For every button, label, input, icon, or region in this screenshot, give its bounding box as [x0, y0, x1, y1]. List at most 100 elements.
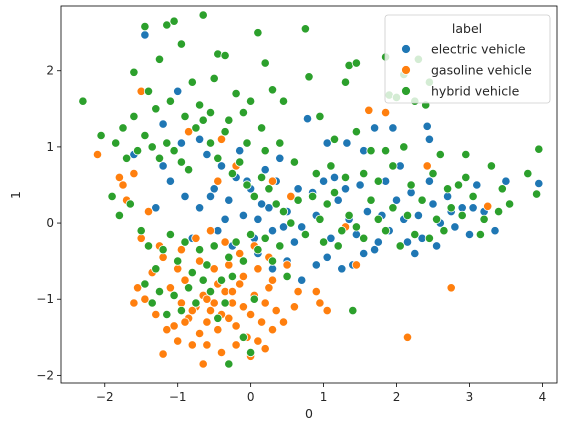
hybrid-vehicle-point [380, 146, 391, 156]
electric-vehicle-point [158, 161, 168, 171]
gasoline-vehicle-point [246, 309, 256, 320]
hybrid-vehicle-point [231, 237, 241, 247]
hybrid-vehicle-point [318, 237, 329, 247]
electric-vehicle-point [490, 226, 500, 236]
hybrid-vehicle-point [140, 130, 150, 141]
hybrid-vehicle-point [143, 86, 154, 96]
electric-vehicle-point [322, 252, 332, 262]
electric-vehicle-point [253, 214, 263, 224]
hybrid-vehicle-point [246, 96, 256, 106]
hybrid-vehicle-point [209, 241, 219, 251]
hybrid-vehicle-point [337, 226, 347, 236]
hybrid-vehicle-point [133, 146, 143, 156]
hybrid-vehicle-point [125, 199, 135, 209]
gasoline-vehicle-point [195, 256, 205, 266]
hybrid-vehicle-point [118, 123, 128, 133]
hybrid-vehicle-point [300, 24, 310, 34]
hybrid-vehicle-point [282, 271, 292, 281]
hybrid-vehicle-point [431, 214, 442, 224]
gasoline-vehicle-point [256, 317, 267, 327]
gasoline-vehicle-point [224, 313, 234, 323]
hybrid-vehicle-point [205, 138, 216, 148]
gasoline-vehicle-point [282, 260, 292, 270]
x-axis-ticks: −2 −1 0 1 2 3 4 [96, 383, 546, 404]
hybrid-vehicle-point [176, 39, 186, 49]
hybrid-vehicle-point [96, 130, 106, 141]
gasoline-vehicle-point [187, 305, 197, 316]
hybrid-vehicle-point [198, 115, 208, 125]
hybrid-vehicle-point [162, 20, 172, 30]
hybrid-vehicle-point [165, 229, 175, 240]
hybrid-vehicle-point [154, 54, 165, 64]
gasoline-vehicle-point [231, 321, 241, 331]
electric-vehicle-point [326, 233, 336, 243]
electric-vehicle-point [224, 195, 234, 205]
hybrid-vehicle-point [304, 72, 314, 82]
gasoline-vehicle-point [271, 305, 281, 316]
electric-vehicle-point [410, 248, 420, 259]
electric-vehicle-point [413, 210, 423, 220]
hybrid-vehicle-point [275, 138, 285, 148]
hybrid-vehicle-point [388, 203, 398, 213]
x-tick-label: 4 [539, 390, 547, 404]
gasoline-vehicle-point [173, 336, 183, 346]
hybrid-vehicle-point [439, 226, 449, 236]
hybrid-vehicle-point [260, 233, 270, 243]
hybrid-vehicle-point [399, 142, 409, 152]
hybrid-vehicle-point [497, 184, 507, 194]
legend-title: label [452, 21, 482, 36]
hybrid-vehicle-point [275, 241, 285, 251]
gasoline-vehicle-point [176, 298, 186, 308]
hybrid-vehicle-point [195, 245, 205, 255]
hybrid-vehicle-point [344, 210, 354, 220]
hybrid-vehicle-point [231, 89, 241, 99]
x-tick-label: 1 [320, 390, 328, 404]
electric-vehicle-point [311, 260, 321, 270]
electric-vehicle-point [333, 195, 343, 205]
hybrid-vehicle-point [227, 169, 237, 179]
gasoline-vehicle-point [351, 260, 361, 270]
gasoline-vehicle-point [180, 317, 190, 327]
gasoline-vehicle-point [267, 325, 278, 335]
electric-vehicle-point [173, 86, 183, 96]
electric-vehicle-point [359, 248, 369, 259]
hybrid-vehicle-point [213, 153, 223, 163]
hybrid-vehicle-point [329, 188, 340, 198]
electric-vehicle-point [176, 138, 186, 148]
hybrid-vehicle-point [461, 172, 471, 182]
electric-vehicle-point [388, 123, 398, 133]
hybrid-vehicle-point [184, 283, 194, 293]
hybrid-vehicle-point [154, 286, 165, 297]
gasoline-vehicle-point [278, 317, 289, 327]
hybrid-vehicle-point [307, 191, 318, 201]
hybrid-vehicle-point [107, 191, 117, 201]
hybrid-vehicle-point [366, 146, 376, 156]
points-layer [78, 10, 544, 369]
gasoline-vehicle-point [253, 264, 263, 274]
gasoline-vehicle-point [264, 283, 274, 293]
hybrid-vehicle-point [151, 264, 161, 274]
hybrid-vehicle-point [428, 169, 438, 179]
electric-vehicle-point [369, 245, 380, 255]
electric-vehicle-point [297, 275, 307, 285]
hybrid-vehicle-point [205, 286, 216, 297]
legend: label electric vehicle gasoline vehicle hy… [384, 14, 551, 104]
hybrid-vehicle-point [442, 184, 453, 194]
hybrid-vehicle-point [329, 134, 340, 144]
hybrid-vehicle-point [468, 191, 478, 201]
hybrid-vehicle-point [534, 144, 544, 154]
hybrid-vehicle-point [366, 195, 376, 205]
hybrid-vehicle-point [359, 169, 369, 179]
gasoline-vehicle-point [118, 180, 128, 190]
hybrid-vehicle-point [373, 214, 383, 224]
gasoline-vehicle-point [202, 340, 212, 350]
hybrid-vehicle-point [380, 226, 391, 236]
hybrid-vehicle-point [176, 157, 186, 167]
electric-vehicle-point [209, 184, 219, 194]
hybrid-vehicle-point [242, 180, 252, 190]
hybrid-vehicle-point [173, 256, 183, 266]
gasoline-vehicle-point [176, 245, 186, 255]
hybrid-vehicle-point [198, 10, 208, 20]
hybrid-vehicle-point [238, 332, 248, 342]
